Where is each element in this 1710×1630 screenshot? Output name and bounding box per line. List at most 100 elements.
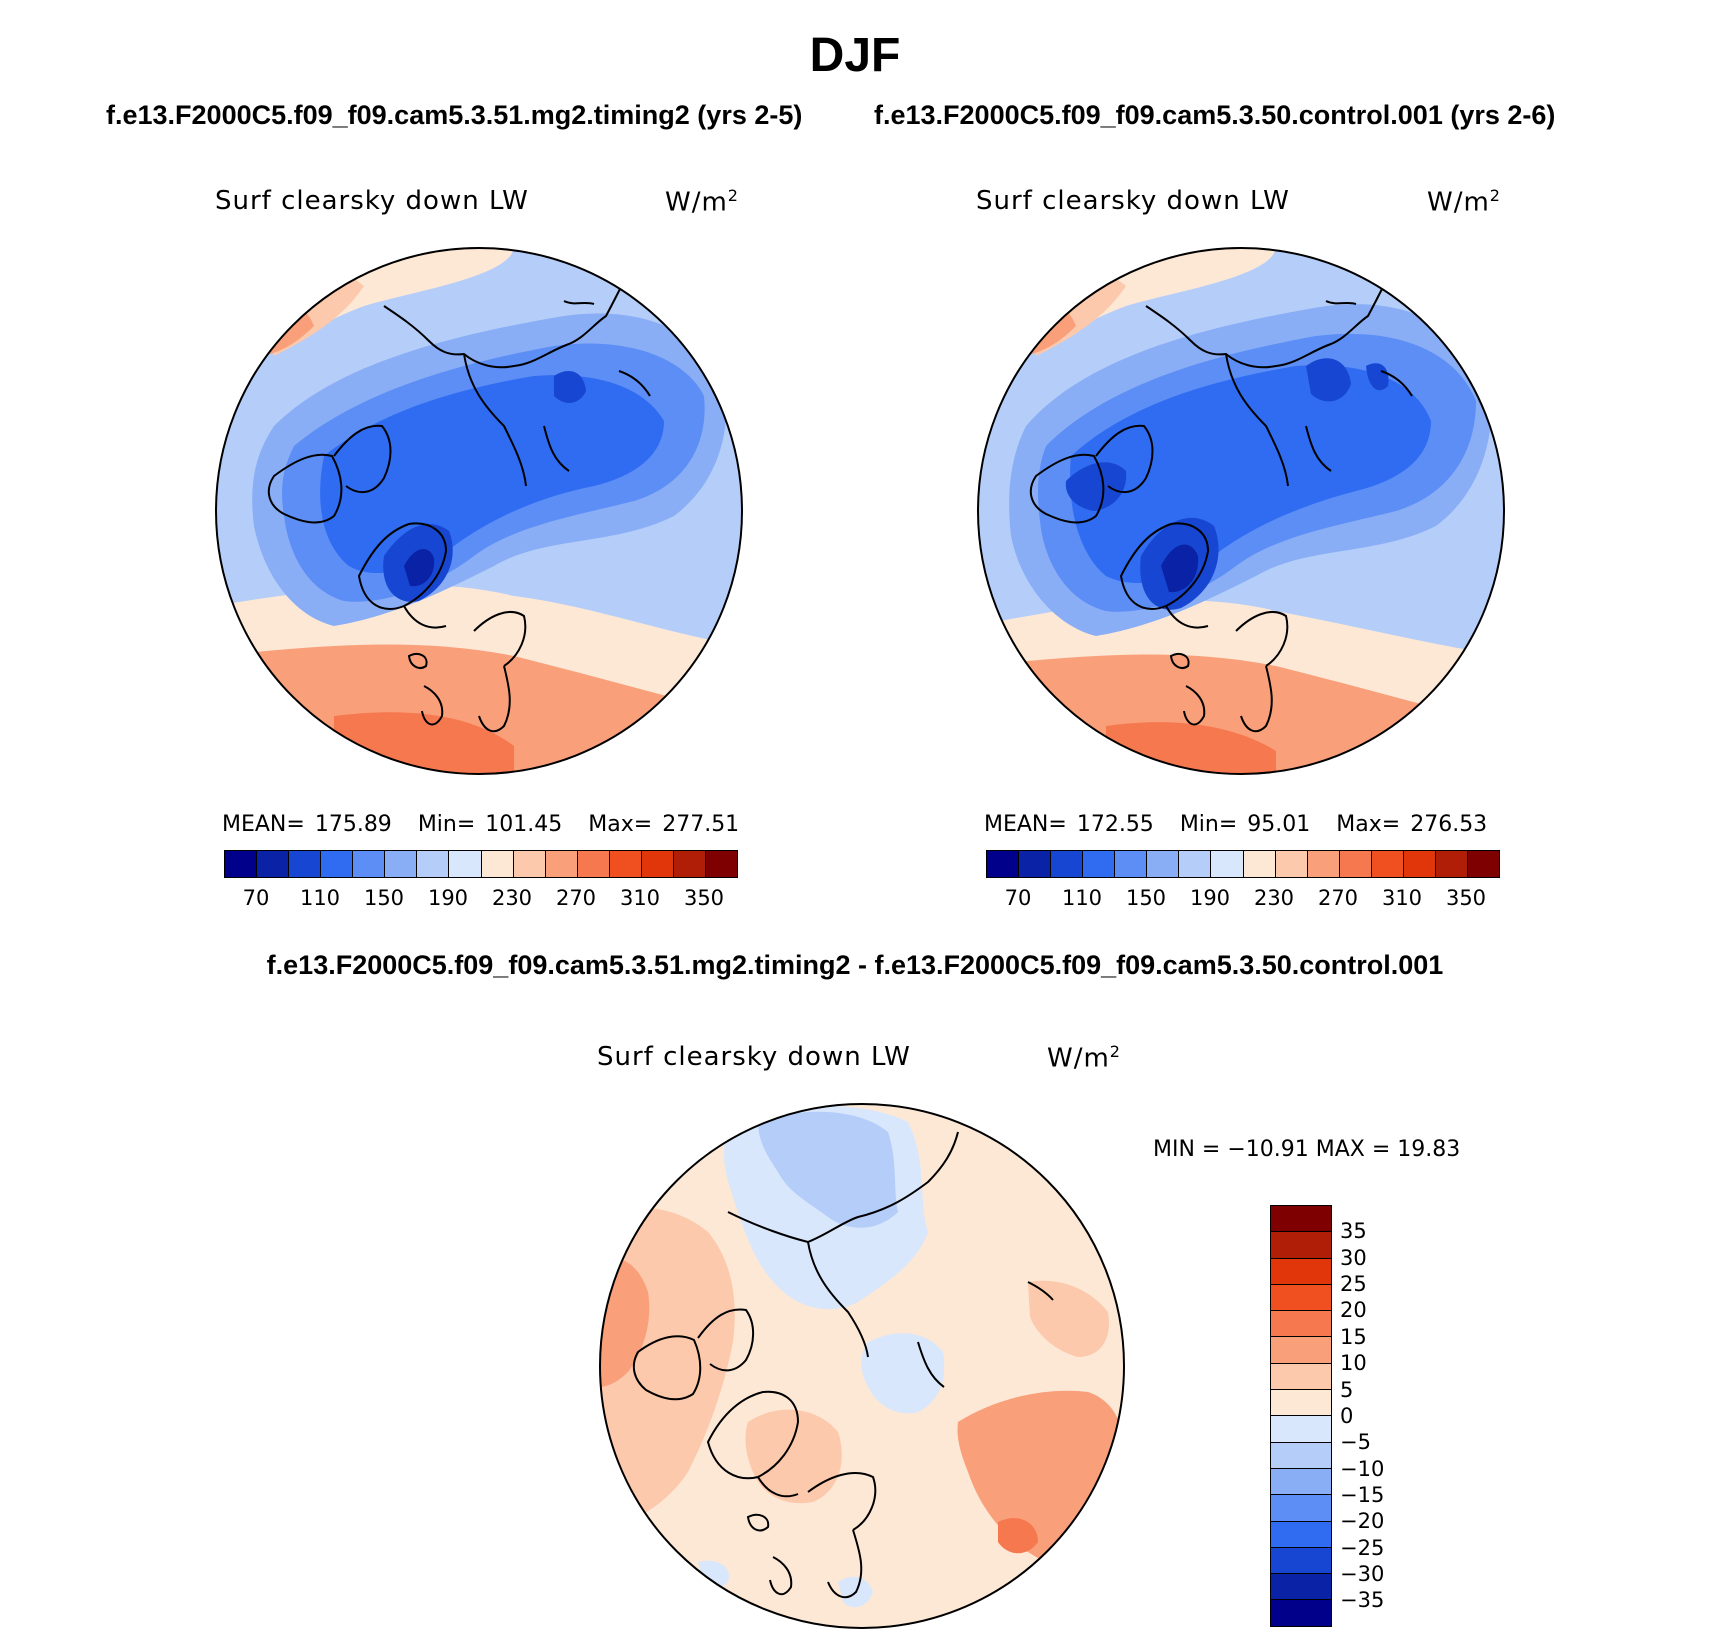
colorbar-cell xyxy=(1271,1363,1331,1391)
colorbar-cell xyxy=(673,851,706,877)
right-max-value: 276.53 xyxy=(1410,812,1488,837)
colorbar-tick-label: 110 xyxy=(299,886,341,910)
diff-colorbar xyxy=(1270,1205,1332,1627)
diff-minmax: MIN = −10.91 MAX = 19.83 xyxy=(1153,1137,1461,1162)
diff-title: f.e13.F2000C5.f09_f09.cam5.3.51.mg2.timi… xyxy=(266,950,1444,980)
colorbar-cell xyxy=(321,851,354,877)
colorbar-tick-label: 190 xyxy=(1189,886,1231,910)
colorbar-cell xyxy=(1307,851,1340,877)
left-min-value: 101.45 xyxy=(485,812,563,837)
colorbar-tick-label: 190 xyxy=(427,886,469,910)
colorbar-tick-label: 270 xyxy=(555,886,597,910)
colorbar-cell xyxy=(1271,1600,1331,1626)
colorbar-tick-label: 350 xyxy=(1445,886,1487,910)
left-mean-label: MEAN= xyxy=(222,812,305,837)
colorbar-tick-label: 310 xyxy=(1381,886,1423,910)
colorbar-cell xyxy=(257,851,290,877)
right-stats: MEAN= 172.55 Min= 95.01 Max= 276.53 xyxy=(984,812,1487,837)
colorbar-cell xyxy=(481,851,514,877)
colorbar-tick-label: 15 xyxy=(1340,1324,1367,1349)
left-variable-label: Surf clearsky down LW xyxy=(215,186,529,216)
left-case-title: f.e13.F2000C5.f09_f09.cam5.3.51.mg2.timi… xyxy=(106,100,803,130)
colorbar-tick-label: 70 xyxy=(1004,886,1032,910)
colorbar-cell xyxy=(1271,1258,1331,1285)
colorbar-cell xyxy=(1403,851,1436,877)
right-mean-label: MEAN= xyxy=(984,812,1067,837)
colorbar-cell xyxy=(1147,851,1180,877)
colorbar-tick-label: 5 xyxy=(1340,1377,1354,1402)
colorbar-tick-label: 350 xyxy=(683,886,725,910)
right-units-label: W/m2 xyxy=(1427,186,1501,218)
colorbar-cell xyxy=(353,851,386,877)
right-colorbar-ticks: 70 110 150 190 230 270 310 350 xyxy=(986,886,1498,912)
colorbar-cell xyxy=(513,851,546,877)
left-colorbar-ticks: 70 110 150 190 230 270 310 350 xyxy=(224,886,736,912)
left-polar-map xyxy=(215,247,743,775)
colorbar-cell xyxy=(1435,851,1468,877)
colorbar-tick-label: 0 xyxy=(1340,1403,1354,1428)
colorbar-cell xyxy=(449,851,482,877)
colorbar-cell xyxy=(1271,1337,1331,1364)
colorbar-tick-label: 310 xyxy=(619,886,661,910)
left-stats: MEAN= 175.89 Min= 101.45 Max= 277.51 xyxy=(222,812,739,837)
colorbar-cell xyxy=(1271,1574,1331,1601)
main-title: DJF xyxy=(809,29,901,82)
colorbar-cell xyxy=(385,851,418,877)
colorbar-cell xyxy=(705,851,737,877)
colorbar-cell xyxy=(1271,1232,1331,1259)
diff-colorbar-ticks: 35 30 25 20 15 10 5 0 −5 −10 −15 −20 −25 −30 −35 xyxy=(1340,1205,1400,1615)
left-colorbar xyxy=(224,850,738,878)
diff-variable-label: Surf clearsky down LW xyxy=(597,1042,911,1072)
colorbar-cell xyxy=(1019,851,1052,877)
colorbar-cell xyxy=(1271,1390,1331,1417)
colorbar-tick-label: 70 xyxy=(242,886,270,910)
colorbar-cell xyxy=(1339,851,1372,877)
right-min-label: Min= xyxy=(1179,812,1238,837)
colorbar-tick-label: 150 xyxy=(363,886,405,910)
colorbar-cell xyxy=(1271,1547,1331,1575)
colorbar-cell xyxy=(1271,1468,1331,1496)
left-units-label: W/m2 xyxy=(665,186,739,218)
colorbar-tick-label: 270 xyxy=(1317,886,1359,910)
colorbar-tick-label: 230 xyxy=(1253,886,1295,910)
colorbar-cell xyxy=(1271,1495,1331,1522)
right-colorbar xyxy=(986,850,1500,878)
colorbar-cell xyxy=(1211,851,1244,877)
colorbar-cell xyxy=(1271,1284,1331,1312)
colorbar-cell xyxy=(1115,851,1148,877)
colorbar-cell xyxy=(1275,851,1308,877)
colorbar-cell xyxy=(987,851,1020,877)
right-polar-map xyxy=(977,247,1505,775)
left-mean-value: 175.89 xyxy=(314,812,392,837)
colorbar-tick-label: 10 xyxy=(1340,1351,1367,1376)
colorbar-tick-label: −25 xyxy=(1340,1535,1385,1560)
right-mean-value: 172.55 xyxy=(1076,812,1154,837)
colorbar-cell xyxy=(1271,1442,1331,1469)
colorbar-tick-label: −15 xyxy=(1340,1482,1385,1507)
colorbar-cell xyxy=(1271,1206,1331,1233)
colorbar-tick-label: −10 xyxy=(1340,1456,1385,1481)
colorbar-tick-label: 35 xyxy=(1340,1219,1367,1244)
colorbar-tick-label: 25 xyxy=(1340,1272,1367,1297)
left-min-label: Min= xyxy=(417,812,476,837)
right-case-title: f.e13.F2000C5.f09_f09.cam5.3.50.control.… xyxy=(874,100,1556,130)
colorbar-cell xyxy=(417,851,450,877)
colorbar-tick-label: 150 xyxy=(1125,886,1167,910)
left-max-label: Max= xyxy=(588,812,653,837)
diff-units-label: W/m2 xyxy=(1047,1042,1121,1074)
colorbar-tick-label: 20 xyxy=(1340,1298,1367,1323)
colorbar-cell xyxy=(289,851,322,877)
colorbar-tick-label: 230 xyxy=(491,886,533,910)
colorbar-cell xyxy=(1051,851,1084,877)
colorbar-cell xyxy=(545,851,578,877)
colorbar-cell xyxy=(1271,1521,1331,1548)
left-max-value: 277.51 xyxy=(662,812,740,837)
right-min-value: 95.01 xyxy=(1247,812,1311,837)
colorbar-cell xyxy=(225,851,258,877)
colorbar-tick-label: −20 xyxy=(1340,1509,1385,1534)
colorbar-tick-label: 30 xyxy=(1340,1245,1367,1270)
colorbar-cell xyxy=(1271,1311,1331,1338)
right-max-label: Max= xyxy=(1336,812,1401,837)
colorbar-cell xyxy=(1371,851,1404,877)
colorbar-cell xyxy=(1271,1416,1331,1443)
